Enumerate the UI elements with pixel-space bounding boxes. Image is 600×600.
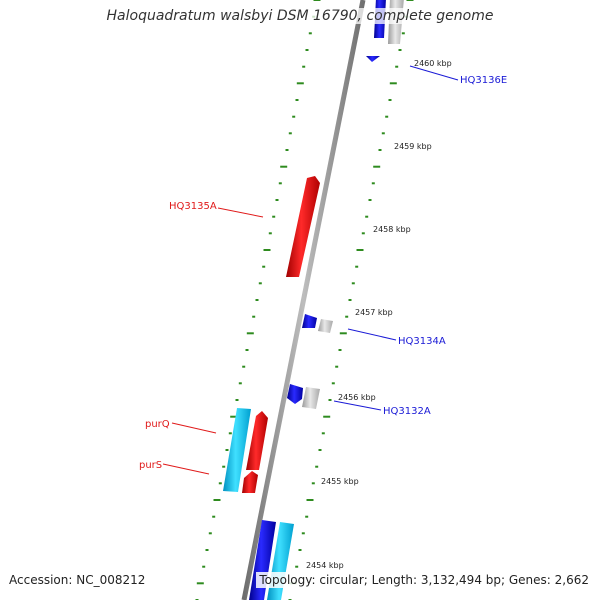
- gene-purQ[interactable]: [246, 411, 268, 470]
- label-HQ3135A[interactable]: HQ3135A: [169, 201, 217, 212]
- gene-purS[interactable]: [242, 471, 258, 493]
- label-HQ3136E[interactable]: HQ3136E: [460, 75, 507, 86]
- gene-labels: HQ3136E HQ3135A HQ3134A HQ3132A purQ pur…: [139, 75, 507, 471]
- scale-tick-label: 2454 kbp: [306, 561, 344, 570]
- gene-HQ3135A[interactable]: [286, 176, 320, 277]
- gene-HQ3134A[interactable]: [302, 314, 317, 328]
- scale-tick-label: 2457 kbp: [355, 308, 393, 317]
- scale-tick-label: 2459 kbp: [394, 142, 432, 151]
- genome-backbone: [241, 0, 366, 600]
- scale-tick-label: 2460 kbp: [414, 59, 452, 68]
- gene-HQ3136E-arrow[interactable]: [366, 56, 380, 62]
- label-purS[interactable]: purS: [139, 460, 162, 471]
- gene-features: [223, 0, 404, 600]
- gene-cyan-purQ[interactable]: [223, 408, 251, 492]
- scale-tick-label: 2458 kbp: [373, 225, 411, 234]
- label-purQ[interactable]: purQ: [145, 419, 170, 430]
- scale-ticks: 2460 kbp 2459 kbp 2458 kbp 2457 kbp 2456 kbp…: [306, 59, 452, 570]
- gene-HQ3132A[interactable]: [287, 384, 303, 404]
- scale-dots-right: [288, 0, 414, 600]
- label-HQ3132A[interactable]: HQ3132A: [383, 406, 431, 417]
- scale-dots-left: [195, 0, 321, 600]
- accession-text: Accession: NC_008212: [6, 572, 149, 588]
- gene-grey-3134[interactable]: [318, 319, 333, 333]
- label-HQ3134A[interactable]: HQ3134A: [398, 336, 446, 347]
- scale-tick-label: 2455 kbp: [321, 477, 359, 486]
- gene-grey-3132[interactable]: [302, 387, 320, 409]
- label-leaders: [162, 65, 459, 475]
- topology-text: Topology: circular; Length: 3,132,494 bp…: [256, 572, 592, 588]
- scale-tick-label: 2456 kbp: [338, 393, 376, 402]
- map-title: Haloquadratum walsbyi DSM 16790, complet…: [0, 8, 600, 24]
- gene-blue-bottom[interactable]: [249, 520, 276, 600]
